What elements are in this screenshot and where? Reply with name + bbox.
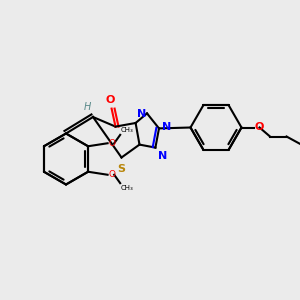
Text: O: O: [254, 122, 264, 133]
Text: O: O: [108, 170, 115, 179]
Text: N: N: [158, 151, 167, 160]
Text: N: N: [162, 122, 171, 132]
Text: N: N: [137, 110, 146, 119]
Text: CH₃: CH₃: [120, 184, 133, 191]
Text: O: O: [105, 95, 115, 105]
Text: H: H: [84, 102, 91, 112]
Text: CH₃: CH₃: [120, 127, 133, 133]
Text: S: S: [117, 164, 125, 174]
Text: O: O: [108, 139, 115, 148]
